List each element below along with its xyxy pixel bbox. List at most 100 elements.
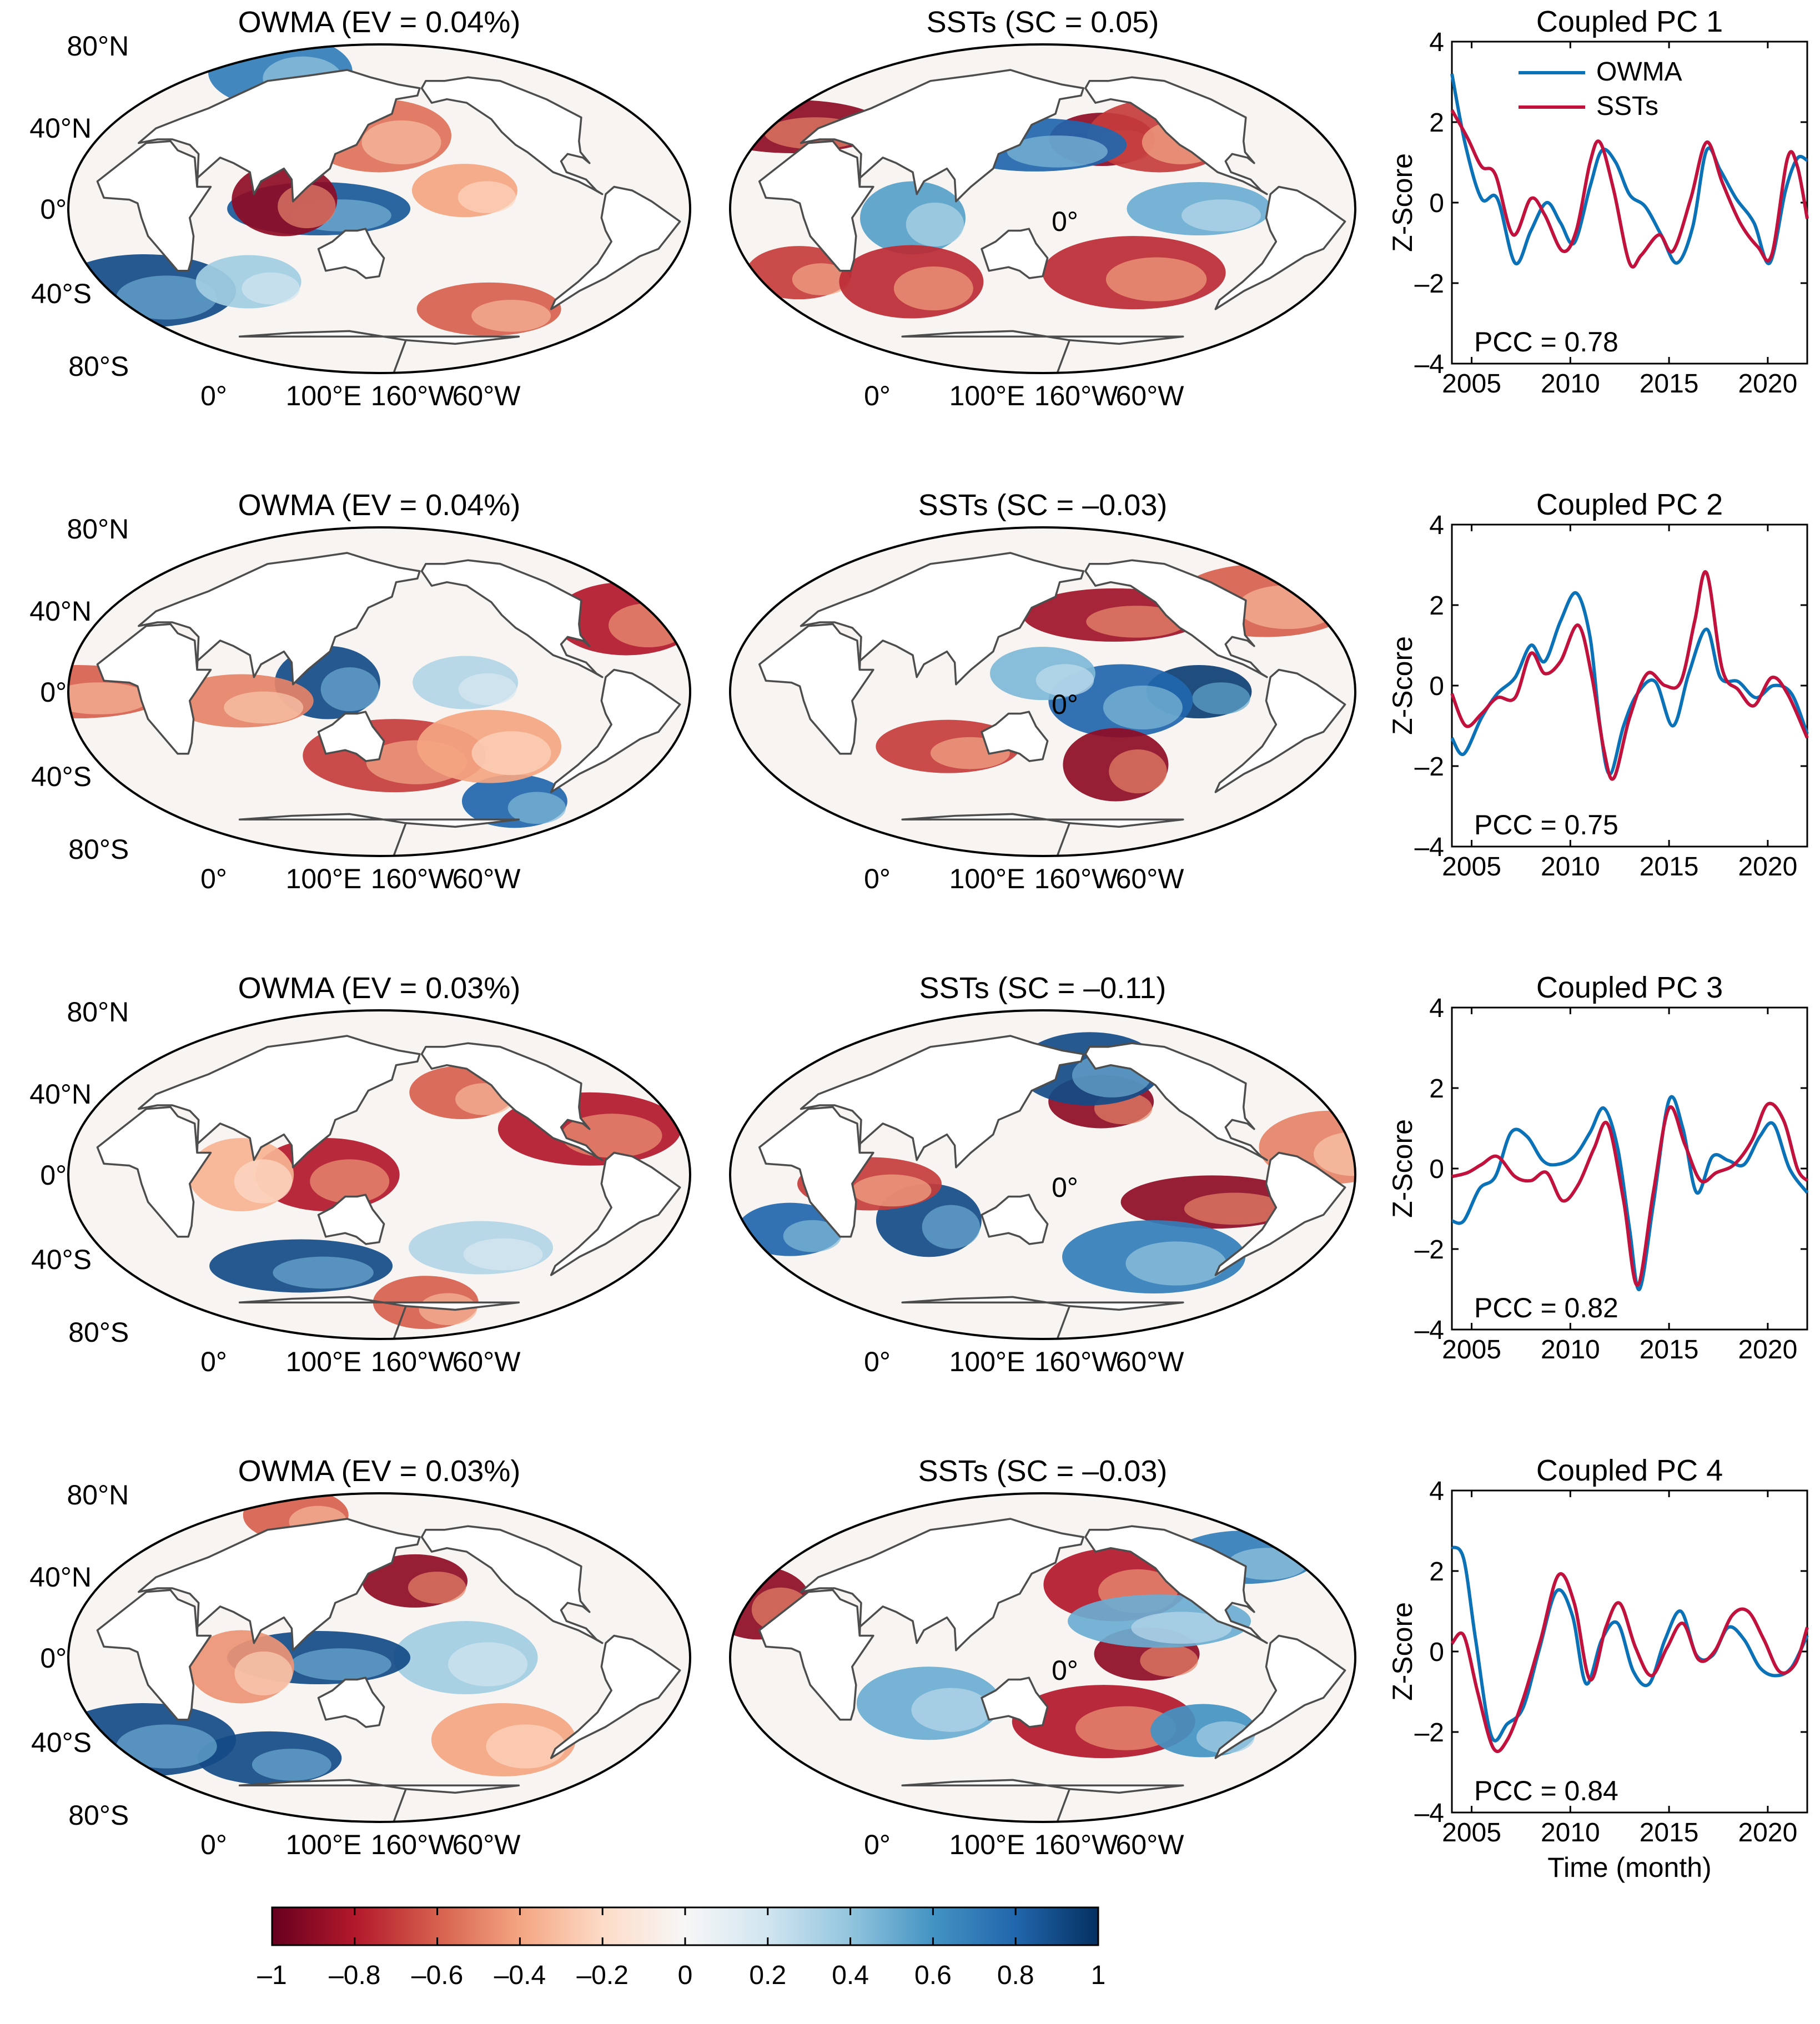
continent-south-america bbox=[1214, 185, 1346, 310]
pc-axes-box bbox=[1451, 1006, 1808, 1331]
x-tick-label: 2020 bbox=[1738, 1335, 1797, 1365]
map-title: SSTs (SC = –0.03) bbox=[918, 1454, 1168, 1488]
continent-australia bbox=[981, 1194, 1049, 1245]
continent-north-america bbox=[1084, 1042, 1268, 1161]
pcc-annotation: PCC = 0.75 bbox=[1474, 809, 1618, 840]
pattern-anomaly-halo bbox=[224, 691, 304, 724]
continent-africa bbox=[96, 1589, 212, 1721]
y-tick-label: 2 bbox=[1429, 1557, 1444, 1587]
latitude-label: 80°N bbox=[67, 513, 129, 545]
longitude-label: 60°W bbox=[1116, 380, 1185, 411]
longitude-label: 100°E bbox=[286, 1346, 362, 1377]
map-body bbox=[730, 44, 1355, 373]
y-axis-label: Z-Score bbox=[1387, 153, 1418, 252]
latitude-label: 40°N bbox=[29, 1079, 92, 1110]
x-tick-label: 2015 bbox=[1640, 852, 1699, 882]
figure-layer: OWMA (EV = 0.04%)80°N40°N0°40°S80°S0° 100… bbox=[29, 5, 1809, 1990]
continent-north-america bbox=[420, 76, 604, 195]
pattern-anomaly-halo bbox=[1109, 749, 1167, 794]
longitude-label: 60°W bbox=[453, 1346, 521, 1377]
longitude-label: 100°E bbox=[949, 1346, 1025, 1377]
map-body bbox=[730, 1010, 1355, 1339]
continent-north-america bbox=[1084, 76, 1268, 195]
map-panel-2: OWMA (EV = 0.04%) 80°N 40°N 0° 40°S 80°S 0° 100… bbox=[29, 489, 691, 894]
equator-label: 0° bbox=[1052, 689, 1078, 720]
map-border bbox=[67, 1009, 691, 1340]
latitude-label: 80°S bbox=[68, 834, 129, 865]
map-panel-6: OWMA (EV = 0.03%) 80°N 40°N 0° 40°S 80°S 0° 100… bbox=[29, 1454, 691, 1860]
colorbar-tick-label: –0.2 bbox=[576, 1961, 628, 1990]
longitude-label: 60°W bbox=[453, 380, 521, 411]
map-title: OWMA (EV = 0.04%) bbox=[238, 6, 521, 39]
series-line-owma bbox=[1450, 73, 1808, 265]
colorbar-tick-label: –1 bbox=[257, 1961, 286, 1990]
colorbar: –1 –0.8 –0.6 –0.4 –0.2 0 0.2 0.4 0.6 0.8 1 bbox=[257, 1906, 1105, 1990]
pattern-anomaly-halo bbox=[234, 1651, 293, 1696]
x-tick-label: 2020 bbox=[1738, 369, 1797, 399]
pattern-anomaly-halo bbox=[290, 1648, 391, 1680]
x-tick-label: 2020 bbox=[1738, 852, 1797, 882]
x-tick-label: 2010 bbox=[1541, 852, 1600, 882]
continent-south-america bbox=[550, 1634, 681, 1759]
longitude-label: 0° bbox=[864, 863, 891, 894]
latitude-label: 80°S bbox=[68, 351, 129, 382]
pattern-anomaly-halo bbox=[1131, 1612, 1232, 1644]
map-border bbox=[729, 1492, 1356, 1823]
pc-axes-box bbox=[1451, 41, 1808, 365]
y-tick-label: 2 bbox=[1429, 108, 1444, 138]
latitude-label: 0° bbox=[40, 677, 67, 708]
map-body bbox=[68, 44, 690, 373]
x-tick-label: 2020 bbox=[1738, 1818, 1797, 1847]
y-axis-label: Z-Score bbox=[1387, 1602, 1418, 1701]
continent-south-america bbox=[1214, 668, 1346, 793]
y-axis-label: Z-Score bbox=[1387, 636, 1418, 735]
continent-africa bbox=[96, 623, 212, 755]
colorbar-tick-label: 0.4 bbox=[832, 1961, 869, 1990]
map-border bbox=[67, 1492, 691, 1823]
map-panel-0: OWMA (EV = 0.04%) 80°N 40°N 0° 40°S 80°S 0° 100… bbox=[29, 6, 691, 411]
map-panel-1: SSTs (SC = 0.05) 0° 0° 100°E 160°W60°W bbox=[729, 6, 1356, 411]
continent-antarctica bbox=[901, 813, 1184, 856]
y-tick-label: –4 bbox=[1415, 1799, 1444, 1828]
map-body bbox=[68, 1010, 690, 1339]
longitude-label: 60°W bbox=[1116, 1346, 1185, 1377]
longitude-label: 0° bbox=[864, 1346, 891, 1377]
pattern-anomaly-halo bbox=[234, 1159, 293, 1204]
map-panel-5: SSTs (SC = –0.11) 0° 0° 100°E 160°W60°W bbox=[729, 971, 1356, 1377]
continent-antarctica bbox=[238, 1779, 520, 1822]
longitude-label: 60°W bbox=[453, 863, 521, 894]
latitude-label: 40°N bbox=[29, 113, 92, 144]
map-border bbox=[729, 526, 1356, 857]
continent-africa bbox=[96, 140, 212, 272]
pattern-anomaly-halo bbox=[1125, 1241, 1226, 1286]
continent-south-america bbox=[550, 668, 681, 793]
longitude-label: 60°W bbox=[1116, 1829, 1185, 1860]
map-body bbox=[68, 1493, 690, 1822]
pattern-anomaly-halo bbox=[1105, 257, 1207, 301]
longitude-label: 100°E bbox=[286, 863, 362, 894]
longitude-label: 160°W bbox=[371, 1346, 455, 1377]
longitude-label: 0° bbox=[200, 380, 227, 411]
pattern-anomaly-halo bbox=[448, 1642, 528, 1686]
longitude-label: 60°W bbox=[1116, 863, 1185, 894]
map-border bbox=[729, 1009, 1356, 1340]
pattern-anomaly-halo bbox=[471, 300, 551, 332]
equator-label: 0° bbox=[1052, 1172, 1078, 1203]
longitude-label: 0° bbox=[864, 1829, 891, 1860]
continent-africa bbox=[96, 1106, 212, 1238]
x-tick-label: 2015 bbox=[1640, 1335, 1699, 1365]
y-tick-label: 0 bbox=[1429, 672, 1444, 701]
y-tick-label: –2 bbox=[1415, 1718, 1444, 1748]
pc-panel-0: Coupled PC 1 –4 –2 0 2 4 2005 2010 2015 2020 Z-Sco… bbox=[1387, 5, 1809, 399]
colorbar-tick-label: 0.8 bbox=[997, 1961, 1034, 1990]
continent-australia bbox=[981, 228, 1049, 279]
longitude-label: 100°E bbox=[949, 380, 1025, 411]
continent-south-america bbox=[1214, 1634, 1346, 1759]
latitude-label: 80°S bbox=[68, 1317, 129, 1348]
continent-south-america bbox=[550, 185, 681, 310]
continent-australia bbox=[317, 711, 385, 762]
pcc-annotation: PCC = 0.82 bbox=[1474, 1292, 1618, 1323]
pattern-anomaly-halo bbox=[116, 1724, 217, 1769]
pattern-anomaly-halo bbox=[463, 1238, 543, 1271]
